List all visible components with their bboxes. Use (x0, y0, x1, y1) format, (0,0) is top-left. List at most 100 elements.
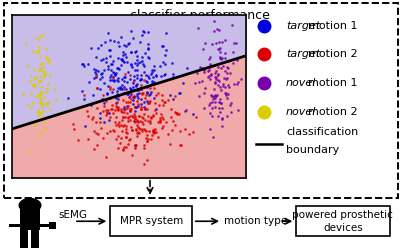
Point (84, 109, 90, 113)
Point (43, 54, 49, 58)
Point (143, 129, 150, 133)
Point (152, 101, 159, 105)
Point (163, 48, 169, 52)
Point (86, 80, 92, 84)
Point (40, 65, 46, 69)
Point (142, 136, 149, 140)
Point (88, 103, 94, 107)
Point (42, 73, 49, 77)
Point (210, 29, 217, 33)
Point (142, 118, 148, 122)
Point (154, 119, 161, 123)
Point (116, 124, 122, 128)
Point (152, 73, 159, 77)
Point (180, 81, 186, 85)
Point (222, 84, 228, 88)
Point (134, 100, 140, 104)
Point (94, 106, 100, 110)
Point (144, 119, 151, 123)
Point (119, 58, 125, 62)
Point (120, 85, 127, 89)
Point (28, 105, 35, 109)
Point (138, 102, 144, 106)
Point (191, 81, 198, 85)
Point (200, 70, 207, 74)
Point (164, 98, 171, 102)
Point (118, 136, 124, 140)
Point (119, 98, 126, 102)
Point (114, 92, 120, 96)
Point (94, 86, 100, 90)
Point (107, 38, 113, 42)
Point (205, 57, 212, 61)
FancyBboxPatch shape (110, 206, 192, 236)
Point (116, 44, 122, 48)
Point (119, 110, 125, 114)
Point (132, 61, 139, 65)
Point (162, 120, 169, 124)
Point (150, 131, 157, 135)
Point (218, 57, 224, 61)
Point (128, 28, 134, 33)
Point (141, 112, 147, 116)
Point (29, 49, 35, 53)
Point (167, 93, 174, 98)
Point (96, 120, 103, 124)
Point (127, 77, 134, 81)
Point (119, 148, 126, 152)
Point (90, 93, 96, 97)
Point (92, 70, 98, 74)
Point (162, 53, 168, 57)
Point (115, 94, 121, 99)
Point (120, 79, 127, 83)
Point (127, 86, 134, 90)
Point (100, 109, 106, 113)
Point (128, 152, 135, 156)
Point (219, 56, 225, 60)
Point (134, 119, 140, 123)
Point (147, 92, 154, 96)
Point (133, 143, 140, 147)
Point (128, 107, 134, 111)
Point (206, 65, 212, 69)
FancyBboxPatch shape (9, 224, 20, 227)
Point (28, 91, 34, 96)
Point (104, 64, 111, 68)
Point (170, 75, 176, 79)
Point (206, 68, 212, 72)
Point (196, 80, 202, 84)
Point (228, 110, 234, 114)
Point (64, 96, 71, 100)
Point (94, 86, 100, 90)
Point (212, 75, 218, 79)
Point (221, 38, 228, 42)
Point (134, 63, 140, 67)
Point (228, 101, 234, 105)
Text: classification: classification (286, 127, 358, 137)
Point (38, 97, 44, 101)
Point (110, 128, 116, 132)
Text: target: target (286, 49, 320, 59)
Point (95, 69, 101, 73)
Point (110, 39, 117, 43)
Point (122, 130, 129, 134)
Point (120, 107, 127, 111)
Point (97, 77, 103, 81)
Point (101, 104, 108, 108)
Point (28, 149, 34, 153)
Point (120, 147, 126, 151)
Point (152, 108, 158, 112)
Point (214, 73, 221, 77)
Point (202, 85, 208, 89)
Point (133, 84, 139, 88)
Point (125, 43, 132, 47)
Point (224, 71, 230, 75)
Point (210, 87, 217, 91)
Point (37, 62, 43, 66)
Point (28, 74, 34, 78)
Point (149, 79, 155, 83)
Point (144, 99, 151, 103)
Point (23, 42, 29, 46)
Point (140, 100, 147, 104)
Point (162, 72, 168, 76)
